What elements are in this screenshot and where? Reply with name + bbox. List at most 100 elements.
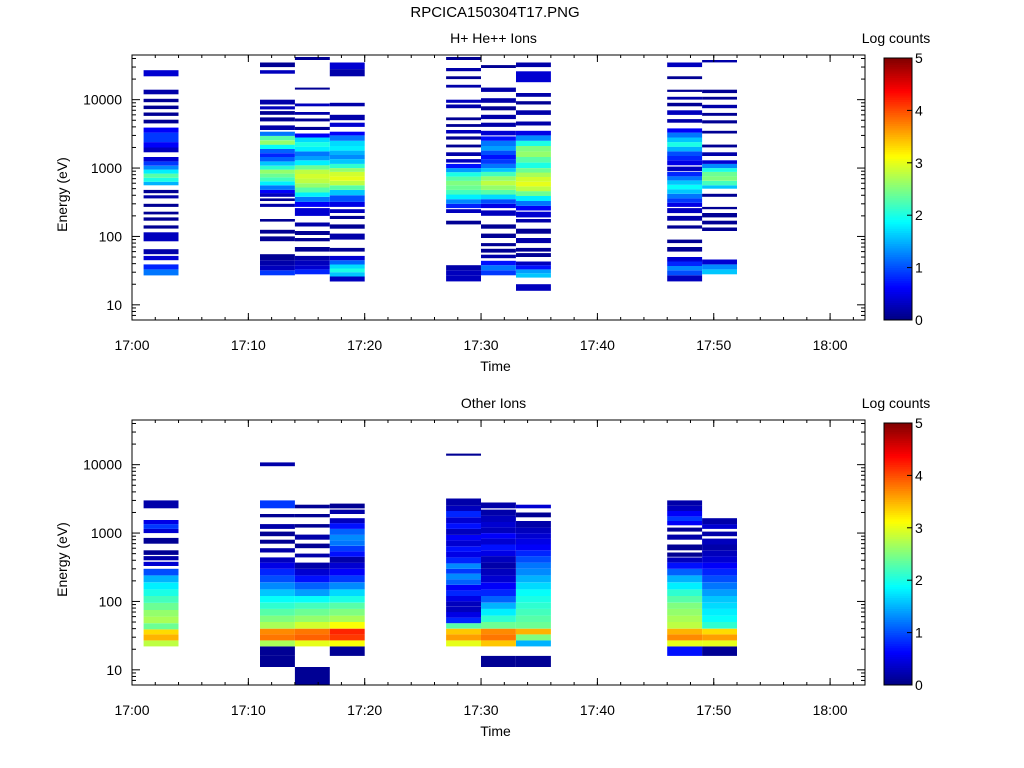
- colorbar-segment: [884, 261, 912, 264]
- spectrogram-cell: [294, 534, 330, 540]
- spectrogram-cell: [143, 264, 179, 270]
- spectrogram-cell: [516, 575, 551, 583]
- spectrogram-cell: [481, 176, 516, 181]
- spectrogram-cell: [516, 556, 551, 563]
- colorbar-segment: [884, 79, 912, 83]
- spectrogram-cell: [667, 500, 703, 506]
- colorbar-segment: [884, 300, 912, 303]
- spectrogram-cell: [329, 233, 365, 240]
- spectrogram-cell: [516, 181, 551, 187]
- spectrogram-cell: [446, 117, 481, 121]
- colorbar-segment: [884, 306, 912, 310]
- spectrogram-cell: [143, 589, 179, 596]
- panel-1: H+ He++ Ions 17:00 17:10 17:20 17:30 17:40 17:…: [54, 30, 930, 374]
- spectrogram-cell: [516, 196, 551, 201]
- colorbar-segment: [884, 178, 912, 181]
- colorbar-tick-label: 3: [915, 520, 923, 536]
- colorbar-segment: [884, 90, 912, 94]
- spectrogram-cell: [702, 171, 737, 177]
- spectrogram-cell: [329, 509, 365, 514]
- colorbar-segment: [884, 167, 912, 170]
- spectrogram-cell: [143, 147, 179, 153]
- spectrogram-cell: [143, 142, 179, 148]
- colorbar-segment: [884, 514, 912, 518]
- colorbar-segment: [884, 547, 912, 551]
- colorbar-segment: [884, 477, 912, 481]
- colorbar-segment: [884, 453, 912, 457]
- spectrogram-cell: [702, 582, 737, 590]
- spectrogram-cell: [260, 500, 295, 509]
- colorbar-segment: [884, 423, 912, 426]
- spectrogram-cell: [260, 582, 295, 590]
- spectrogram-cell: [294, 238, 330, 242]
- x-tick-label: 17:40: [580, 337, 615, 353]
- spectrogram-cell: [260, 131, 295, 136]
- colorbar-segment: [884, 208, 912, 212]
- spectrogram-cell: [667, 534, 703, 540]
- spectrogram-cell: [702, 640, 737, 647]
- colorbar-segment: [884, 99, 912, 103]
- colorbar-segment: [884, 156, 912, 159]
- spectrogram-cell: [702, 144, 737, 148]
- spectrogram-cell: [329, 582, 365, 590]
- spectrogram-cell: [446, 453, 481, 456]
- colorbar-segment: [884, 295, 912, 299]
- spectrogram-cell: [294, 608, 330, 616]
- colorbar-segment: [884, 495, 912, 498]
- spectrogram-cell: [516, 62, 551, 68]
- spectrogram-cell: [143, 98, 179, 103]
- spectrogram-cell: [260, 173, 295, 178]
- spectrogram-cell: [260, 193, 295, 197]
- spectrogram-cell: [260, 608, 295, 616]
- spectrogram-cell: [481, 502, 516, 509]
- spectrogram-cell: [329, 102, 365, 107]
- spectrogram-cell: [446, 209, 481, 213]
- colorbar-segment: [884, 488, 912, 492]
- spectrogram-cell: [702, 518, 737, 525]
- colorbar-segment: [884, 671, 912, 675]
- spectrogram-cell: [446, 159, 481, 163]
- colorbar-segment: [884, 206, 912, 210]
- colorbar-segment: [884, 510, 912, 513]
- spectrogram-cell: [294, 255, 330, 261]
- colorbar-segment: [884, 425, 912, 428]
- colorbar-segment: [884, 593, 912, 596]
- colorbar-segment: [884, 612, 912, 616]
- colorbar-tick-label: 5: [915, 50, 923, 66]
- spectrogram-cell: [667, 589, 703, 596]
- colorbar-segment: [884, 199, 912, 203]
- spectrogram-cell: [481, 87, 516, 92]
- spectrogram-cell: [260, 254, 295, 261]
- colorbar-segment: [884, 250, 912, 253]
- colorbar-segment: [884, 595, 912, 599]
- spectrogram-cell: [667, 257, 703, 262]
- colorbar-segment: [884, 516, 912, 520]
- colorbar-segment: [884, 586, 912, 590]
- colorbar-segment: [884, 64, 912, 68]
- colorbar-tick-label: 0: [915, 312, 923, 328]
- spectrogram-cell: [481, 556, 516, 563]
- colorbar-segment: [884, 302, 912, 306]
- spectrogram-cell: [446, 99, 481, 103]
- spectrogram-cell: [260, 99, 295, 105]
- spectrogram-cell: [667, 156, 703, 161]
- spectrogram-cell: [516, 191, 551, 196]
- colorbar-segment: [884, 271, 912, 275]
- spectrogram-cell: [667, 275, 703, 282]
- figure-title: RPCICA150304T17.PNG: [410, 4, 580, 21]
- spectrogram-cell: [667, 552, 703, 557]
- spectrogram-cell: [516, 602, 551, 609]
- spectrogram-cell: [667, 171, 703, 177]
- spectrogram-cell: [516, 589, 551, 596]
- colorbar-segment: [884, 628, 912, 631]
- colorbar-tick-label: 1: [915, 625, 923, 641]
- spectrogram-cell: [481, 185, 516, 190]
- spectrogram-cell: [260, 181, 295, 186]
- spectrogram-cell: [329, 272, 365, 277]
- colorbar-segment: [884, 591, 912, 594]
- spectrogram-cell: [516, 521, 551, 528]
- spectrogram-cell: [260, 140, 295, 145]
- spectrogram-cell: [260, 514, 295, 518]
- spectrogram-cell: [143, 232, 179, 242]
- spectrogram-cell: [294, 174, 330, 179]
